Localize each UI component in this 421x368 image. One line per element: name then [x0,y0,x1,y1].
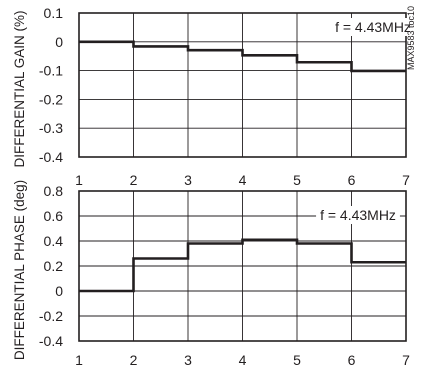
frequency-annotation: f = 4.43MHz [335,19,411,35]
x-tick-label: 7 [402,352,410,368]
x-tick-label: 1 [75,352,83,368]
x-tick-label: 2 [130,352,138,368]
y-tick-label: 0.4 [44,233,64,249]
x-tick-label: 7 [402,172,410,188]
y-tick-label: 0.8 [44,183,64,199]
x-tick-label: 3 [184,352,192,368]
x-tick-label: 6 [348,352,356,368]
series-line [79,40,406,73]
frequency-annotation: f = 4.43MHz [320,207,396,223]
x-tick-label: 4 [239,172,247,188]
y-tick-label: 0 [55,34,63,50]
y-tick-label: -0.4 [39,149,63,165]
y-tick-label: 0.2 [44,258,64,274]
x-tick-label: 5 [293,172,301,188]
chart-panel-phase: f = 4.43MHz 0.8 0.6 0.4 0.2 0 -0.2 -0.4 1 2 3 4 5 6 7 D… [12,180,410,368]
chart-panel-gain: f = 4.43MHz 0.1 0 -0.1 -0.2 -0.3 -0.4 1 2 3 4 5 6 7 DI… [12,5,416,188]
y-tick-label: -0.2 [39,91,63,107]
y-axis-label: DIFFERENTIAL PHASE (deg) [12,180,27,360]
y-tick-label: -0.2 [39,308,63,324]
y-tick-label: 0.6 [44,208,64,224]
plot-frame [78,12,407,158]
annotation-background [331,18,415,36]
series-line [79,238,406,293]
x-tick-label: 4 [239,352,247,368]
annotation-background [316,206,400,224]
y-tick-label: -0.3 [39,120,63,136]
plot-frame [78,190,407,342]
x-tick-label: 1 [75,172,83,188]
x-tick-label: 5 [293,352,301,368]
y-tick-label: 0.1 [44,5,64,21]
y-axis-label: DIFFERENTIAL GAIN (%) [12,10,27,167]
y-tick-label: 0 [55,283,63,299]
x-tick-label: 3 [184,172,192,188]
y-tick-label: -0.4 [39,333,63,349]
x-tick-label: 2 [130,172,138,188]
x-tick-label: 6 [348,172,356,188]
y-tick-label: -0.1 [39,63,63,79]
figure-tag: MAX9583 toc10 [406,6,416,70]
